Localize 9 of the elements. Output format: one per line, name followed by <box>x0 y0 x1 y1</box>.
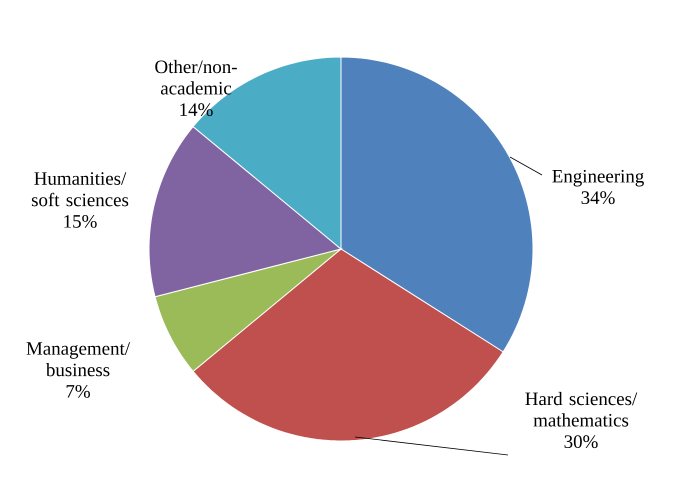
slice-label: Management/ business <box>26 342 130 376</box>
slice-label: Engineering <box>552 170 644 186</box>
data-label: 7% <box>66 384 90 398</box>
slice-label: Humanities/ soft sciences <box>32 172 128 206</box>
data-label: 34% <box>582 191 615 204</box>
data-label: 30% <box>564 435 598 448</box>
data-label: 15% <box>64 214 97 228</box>
slice-label: Hard sciences/ mathematics <box>525 392 638 427</box>
slice-label: Other/non-academic <box>155 60 237 95</box>
